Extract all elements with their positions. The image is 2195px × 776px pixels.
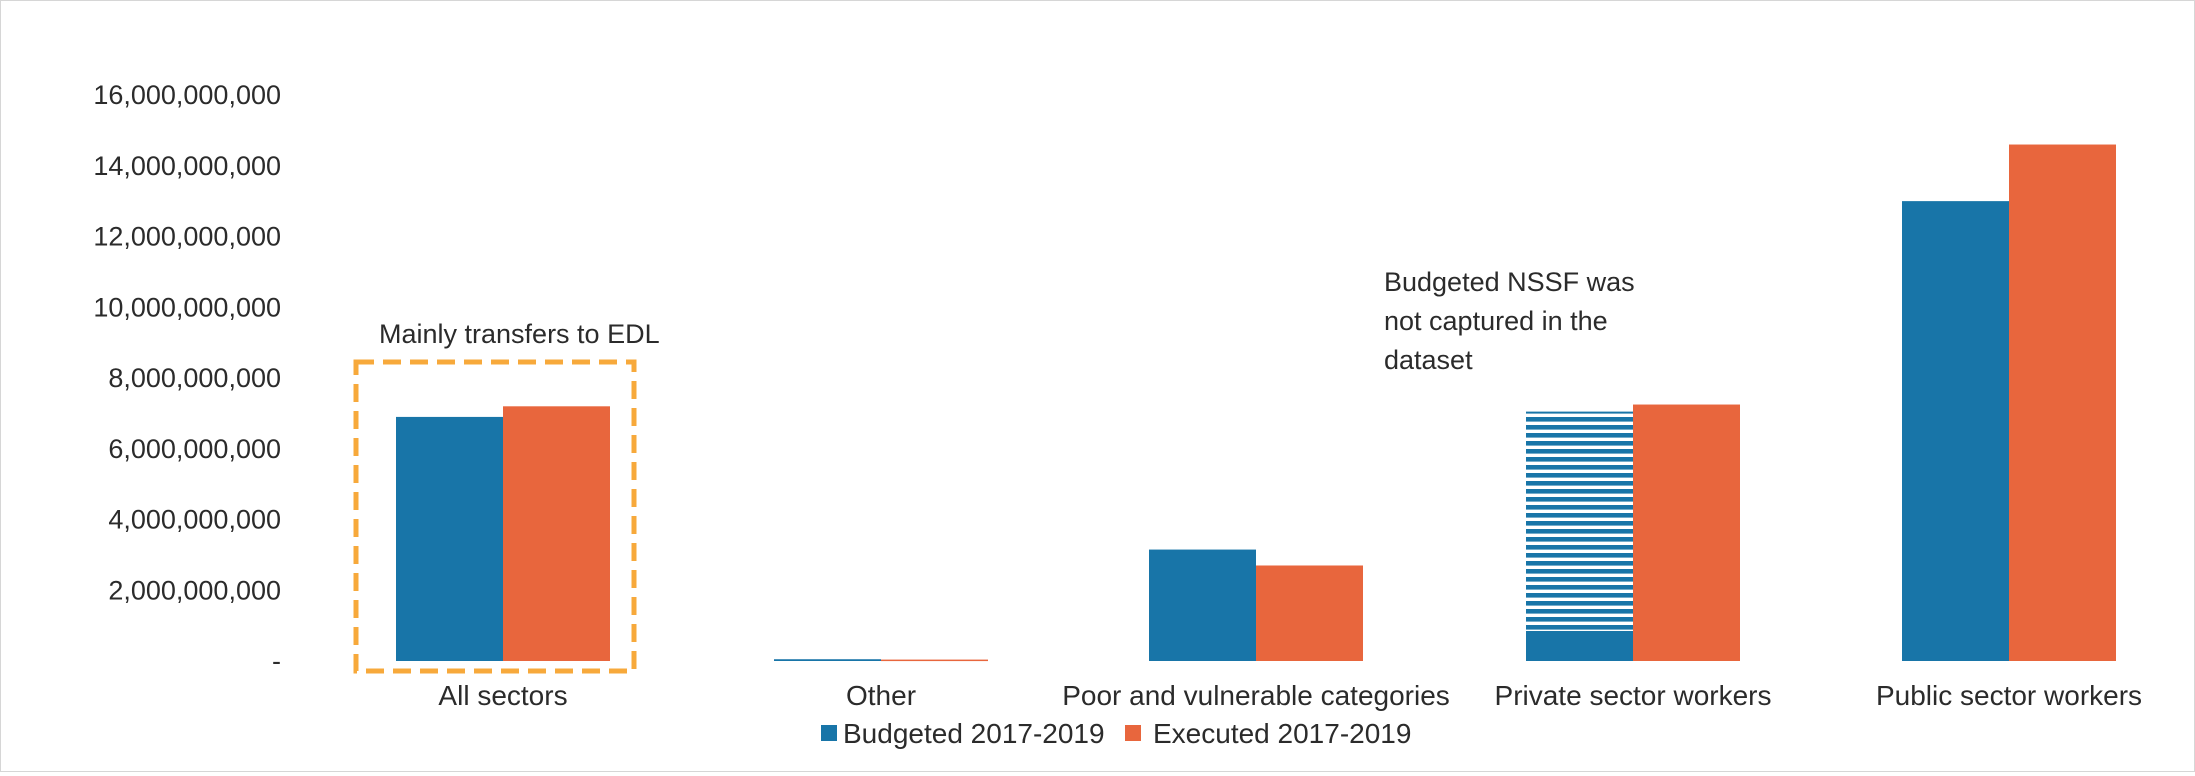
annotation-nssf-line: Budgeted NSSF was	[1384, 267, 1635, 297]
x-axis-labels: All sectors Other Poor and vulnerable cate…	[438, 680, 2142, 711]
y-tick-label: 12,000,000,000	[93, 222, 281, 252]
highlight-box	[353, 359, 637, 674]
x-category-label: Private sector workers	[1495, 680, 1772, 711]
bar-budgeted-striped-segment	[1526, 411, 1633, 631]
y-tick-label: 10,000,000,000	[93, 292, 281, 322]
legend-swatch	[1125, 725, 1141, 741]
legend-label: Executed 2017-2019	[1153, 718, 1411, 749]
y-tick-label: 16,000,000,000	[93, 80, 281, 110]
y-tick-label: 6,000,000,000	[108, 434, 281, 464]
y-tick-label: -	[272, 646, 281, 676]
annotations: Mainly transfers to EDL Budgeted NSSF was…	[353, 267, 1635, 674]
legend-label: Budgeted 2017-2019	[843, 718, 1105, 749]
bar-executed	[2009, 144, 2116, 661]
x-category-label: Poor and vulnerable categories	[1062, 680, 1450, 711]
y-tick-label: 14,000,000,000	[93, 151, 281, 181]
legend: Budgeted 2017-2019 Executed 2017-2019	[821, 718, 1411, 749]
bar-budgeted	[1149, 549, 1256, 661]
bar-executed	[1256, 565, 1363, 661]
bar-budgeted	[774, 659, 881, 661]
annotation-nssf-line: dataset	[1384, 345, 1473, 375]
annotation-nssf-line: not captured in the	[1384, 306, 1608, 336]
bar-budgeted	[396, 416, 503, 661]
y-axis: - 2,000,000,000 4,000,000,000 6,000,000,000…	[93, 80, 281, 676]
x-category-label: Other	[846, 680, 916, 711]
bar-executed	[503, 406, 610, 661]
legend-swatch	[821, 725, 837, 741]
annotation-edl: Mainly transfers to EDL	[379, 319, 660, 349]
bar-executed	[1633, 404, 1740, 661]
x-category-label: Public sector workers	[1876, 680, 2142, 711]
bar-budgeted	[1526, 630, 1633, 661]
bars	[396, 144, 2116, 662]
y-tick-label: 4,000,000,000	[108, 505, 281, 535]
x-category-label: All sectors	[438, 680, 567, 711]
bar-executed	[881, 659, 988, 662]
y-tick-label: 8,000,000,000	[108, 363, 281, 393]
bar-budgeted	[1902, 201, 2009, 661]
y-tick-label: 2,000,000,000	[108, 575, 281, 605]
